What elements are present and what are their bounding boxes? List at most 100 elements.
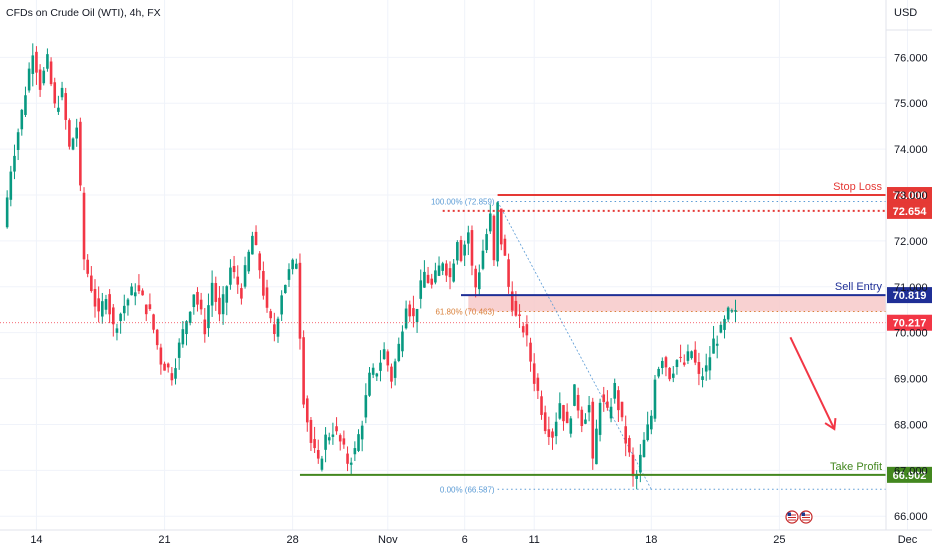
- candle-body: [624, 426, 627, 444]
- candle-body: [606, 401, 609, 408]
- candle-body: [46, 54, 49, 69]
- candle-body: [474, 268, 477, 288]
- time-tick-label: Nov: [378, 534, 398, 546]
- flag-canton: [787, 512, 791, 516]
- candle-body: [404, 308, 408, 329]
- time-tick-label: 6: [462, 534, 468, 546]
- price-tick-label: 69.000: [894, 374, 928, 386]
- candle-body: [401, 331, 404, 352]
- candle-body: [536, 377, 540, 391]
- level-price-label: 70.819: [893, 290, 927, 302]
- candle-body: [393, 361, 397, 378]
- candle-body: [708, 357, 712, 371]
- candle-body: [628, 438, 631, 453]
- candle-body: [507, 259, 510, 287]
- candle-body: [331, 434, 335, 437]
- candlestick-series: [5, 43, 737, 490]
- fib-retracement: 100.00% (72.859) 61.80% (70.463) 0.00% (66…: [431, 197, 886, 494]
- candle-body: [86, 259, 89, 274]
- candle-body: [68, 120, 71, 147]
- candle-body: [13, 155, 16, 172]
- candle-body: [320, 458, 324, 470]
- candle-body: [42, 70, 46, 84]
- candle-body: [503, 238, 507, 256]
- candle-body: [269, 311, 272, 319]
- level-name-label: Stop Loss: [833, 181, 882, 193]
- level-price-tag: [887, 202, 932, 219]
- candle-body: [192, 294, 196, 308]
- candle-body: [730, 310, 734, 312]
- candle-body: [353, 448, 357, 455]
- candle-body: [679, 356, 682, 358]
- candle-body: [148, 304, 152, 310]
- candle-body: [177, 342, 181, 358]
- level-price-tag: [887, 287, 932, 304]
- candle-body: [181, 329, 185, 345]
- candle-body: [576, 394, 580, 411]
- candle-body: [415, 308, 419, 323]
- candle-body: [488, 213, 492, 232]
- candle-body: [540, 396, 543, 415]
- candle-body: [573, 384, 576, 406]
- candle-body: [335, 426, 338, 432]
- candle-body: [236, 276, 240, 285]
- event-flags[interactable]: [785, 510, 813, 524]
- price-tick-label: 73.000: [894, 190, 928, 202]
- candle-body: [518, 314, 521, 317]
- candle-body: [514, 300, 518, 316]
- candle-body: [196, 291, 199, 305]
- candle-body: [57, 107, 60, 112]
- candle-body: [232, 266, 236, 273]
- candle-body: [620, 401, 624, 418]
- candle-body: [309, 419, 313, 443]
- candle-body: [521, 326, 525, 333]
- candle-body: [280, 295, 283, 315]
- candle-body: [27, 68, 31, 91]
- candle-body: [719, 324, 723, 333]
- price-tick-label: 68.000: [894, 419, 928, 431]
- candle-body: [456, 242, 459, 261]
- price-tick-label: 74.000: [894, 144, 928, 156]
- candle-body: [635, 473, 638, 479]
- candle-body: [661, 360, 664, 369]
- candle-body: [653, 379, 657, 419]
- candle-body: [93, 289, 97, 307]
- candle-body: [141, 290, 144, 296]
- level-price-label: 66.902: [893, 470, 927, 482]
- candle-body: [701, 376, 704, 380]
- candle-body: [584, 419, 587, 424]
- candle-body: [587, 405, 591, 413]
- price-axis[interactable]: 76.000 75.000 74.000 73.000 72.000 71.000 70.0…: [894, 52, 928, 523]
- candle-body: [609, 406, 613, 419]
- candle-body: [101, 301, 104, 317]
- candle-body: [639, 454, 642, 473]
- candle-body: [295, 263, 298, 269]
- candle-body: [82, 192, 86, 260]
- price-tick-label: 72.000: [894, 236, 928, 248]
- candle-body: [112, 307, 115, 325]
- time-tick-label: 28: [287, 534, 299, 546]
- candle-body: [122, 305, 126, 314]
- candle-body: [170, 373, 174, 381]
- candle-body: [324, 434, 327, 450]
- candle-body: [108, 294, 111, 315]
- candle-body: [386, 351, 390, 366]
- candle-body: [419, 280, 423, 299]
- candle-body: [390, 366, 393, 382]
- candle-body: [137, 285, 141, 292]
- candle-body: [262, 271, 265, 296]
- level-price-label: 70.217: [893, 318, 927, 330]
- candle-body: [360, 425, 364, 440]
- candle-body: [225, 286, 229, 303]
- candle-body: [24, 95, 27, 115]
- candle-body: [155, 329, 159, 346]
- currency-label[interactable]: USD: [894, 7, 917, 19]
- time-axis[interactable]: 14 21 28 Nov 6 11 18 25 Dec: [30, 534, 917, 546]
- candle-body: [426, 274, 430, 283]
- time-tick-label: 21: [158, 534, 170, 546]
- candle-body: [379, 362, 382, 371]
- candle-body: [16, 132, 20, 150]
- candle-body: [726, 307, 730, 320]
- candle-body: [254, 231, 258, 246]
